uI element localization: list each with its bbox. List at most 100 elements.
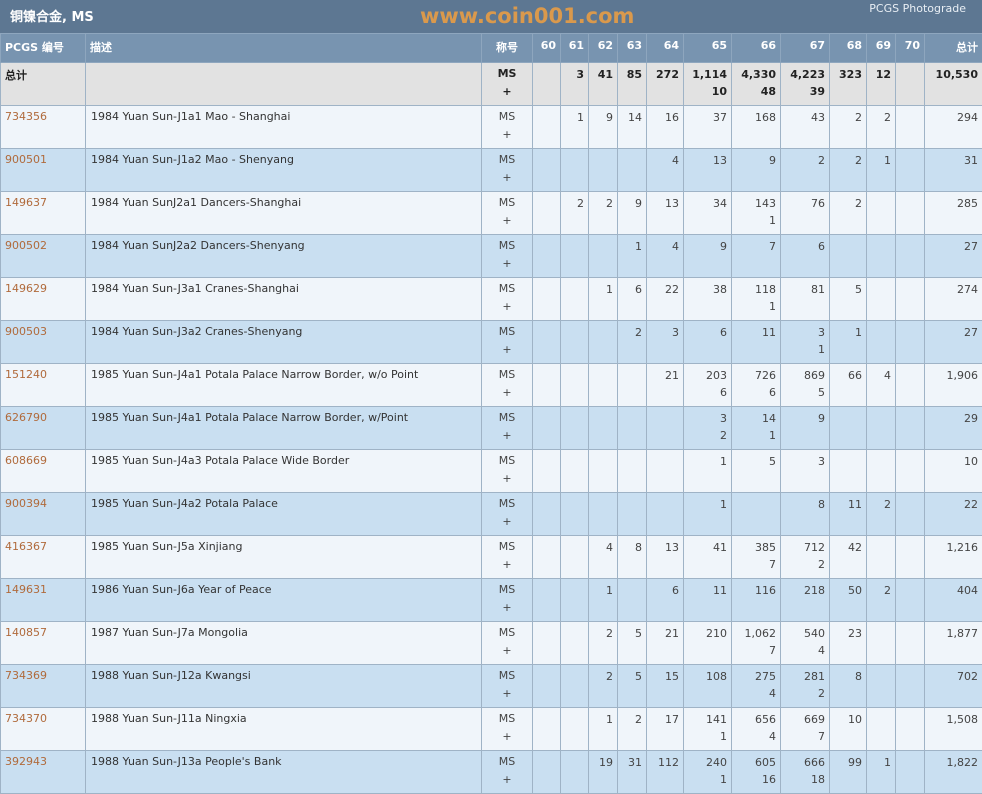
grade-cell-60: [533, 622, 561, 665]
pcgs-number-link[interactable]: 900394: [5, 497, 47, 510]
plus-count-value: 7: [736, 642, 776, 659]
grade-cell-65: 38: [684, 278, 732, 321]
grade-cell-63: [618, 493, 647, 536]
pcgs-number-cell[interactable]: 608669: [1, 450, 86, 493]
count-value: 11: [834, 496, 862, 513]
count-value: 141: [688, 711, 727, 728]
grade-cell-69: [867, 321, 896, 364]
count-value: 4,223: [785, 66, 825, 83]
grade-cell-61: [561, 579, 589, 622]
pcgs-number-cell[interactable]: 149631: [1, 579, 86, 622]
count-value: 9: [785, 410, 825, 427]
grade-cell-65: 11: [684, 579, 732, 622]
pcgs-number-cell[interactable]: 734356: [1, 106, 86, 149]
pcgs-number-cell[interactable]: 149637: [1, 192, 86, 235]
grade-cell-70: [896, 493, 925, 536]
grade-cell-64: 16: [647, 106, 684, 149]
count-value: 108: [688, 668, 727, 685]
count-value: MS: [486, 323, 528, 341]
pcgs-number-cell[interactable]: 140857: [1, 622, 86, 665]
title-bar: 铜镍合金, MS www.coin001.com PCGS Photograde: [0, 0, 982, 33]
grade-cell-70: [896, 235, 925, 278]
designation-cell: MS+: [482, 364, 533, 407]
pcgs-number-link[interactable]: 900503: [5, 325, 47, 338]
count-value: 2: [834, 195, 862, 212]
designation-cell: MS+: [482, 321, 533, 364]
pcgs-number-link[interactable]: 734370: [5, 712, 47, 725]
designation-cell: MS+: [482, 708, 533, 751]
grade-cell-70: [896, 708, 925, 751]
count-value: 1: [622, 238, 642, 255]
pcgs-number-cell[interactable]: 900503: [1, 321, 86, 364]
pcgs-number-cell[interactable]: 734370: [1, 708, 86, 751]
grade-cell-70: [896, 364, 925, 407]
col-pcgs-number: PCGS 编号: [1, 34, 86, 63]
grade-cell-66: 5: [732, 450, 781, 493]
count-value: 168: [736, 109, 776, 126]
description-text: 1988 Yuan Sun-J13a People's Bank: [91, 755, 282, 768]
pcgs-number-cell[interactable]: 392943: [1, 751, 86, 794]
pcgs-number-cell[interactable]: 626790: [1, 407, 86, 450]
count-value: 10: [834, 711, 862, 728]
pcgs-number-link[interactable]: 900501: [5, 153, 47, 166]
col-grade-63: 63: [618, 34, 647, 63]
count-value: 2: [593, 195, 613, 212]
total-cell: 27: [925, 235, 982, 278]
count-value: 218: [785, 582, 825, 599]
photograde-link[interactable]: PCGS Photograde: [869, 2, 966, 15]
pcgs-number-link[interactable]: 140857: [5, 626, 47, 639]
description-text: 1984 Yuan Sun-J3a2 Cranes-Shenyang: [91, 325, 302, 338]
description-text: 1985 Yuan Sun-J4a3 Potala Palace Wide Bo…: [91, 454, 349, 467]
pcgs-number-cell[interactable]: 151240: [1, 364, 86, 407]
grade-cell-63: 2: [618, 321, 647, 364]
grade-cell-69: 12: [867, 63, 896, 106]
description-cell: 1985 Yuan Sun-J4a2 Potala Palace: [86, 493, 482, 536]
pcgs-number-link[interactable]: 416367: [5, 540, 47, 553]
pcgs-number-cell[interactable]: 416367: [1, 536, 86, 579]
pcgs-number-link[interactable]: 151240: [5, 368, 47, 381]
pcgs-number-cell[interactable]: 734369: [1, 665, 86, 708]
count-value: 1: [688, 496, 727, 513]
plus-count-value: +: [486, 427, 528, 445]
plus-count-value: +: [486, 126, 528, 144]
pcgs-number-link[interactable]: 149631: [5, 583, 47, 596]
plus-count-value: 2: [785, 685, 825, 702]
pcgs-number-link[interactable]: 149637: [5, 196, 47, 209]
plus-count-value: 6: [688, 384, 727, 401]
pcgs-number-link[interactable]: 608669: [5, 454, 47, 467]
pcgs-number-cell[interactable]: 900502: [1, 235, 86, 278]
count-value: 12: [871, 66, 891, 83]
plus-count-value: 4: [785, 642, 825, 659]
grade-cell-67: 8: [781, 493, 830, 536]
pcgs-number-cell[interactable]: 900394: [1, 493, 86, 536]
count-value: 669: [785, 711, 825, 728]
pcgs-number-cell[interactable]: 149629: [1, 278, 86, 321]
count-value: 15: [651, 668, 679, 685]
plus-count-value: +: [486, 556, 528, 574]
count-value: MS: [486, 108, 528, 126]
pcgs-number-cell[interactable]: 900501: [1, 149, 86, 192]
pcgs-number-link[interactable]: 149629: [5, 282, 47, 295]
pcgs-number-link[interactable]: 734369: [5, 669, 47, 682]
count-value: 9: [593, 109, 613, 126]
table-row: 608669 1985 Yuan Sun-J4a3 Potala Palace W…: [1, 450, 982, 493]
pcgs-number-link[interactable]: 734356: [5, 110, 47, 123]
pcgs-number-link[interactable]: 900502: [5, 239, 47, 252]
plus-count-value: 2: [785, 556, 825, 573]
plus-count-value: 18: [785, 771, 825, 788]
count-value: MS: [486, 667, 528, 685]
pcgs-number-link[interactable]: 392943: [5, 755, 47, 768]
grade-cell-69: [867, 192, 896, 235]
pcgs-number-link[interactable]: 626790: [5, 411, 47, 424]
count-value: 6: [651, 582, 679, 599]
grade-cell-62: [589, 149, 618, 192]
